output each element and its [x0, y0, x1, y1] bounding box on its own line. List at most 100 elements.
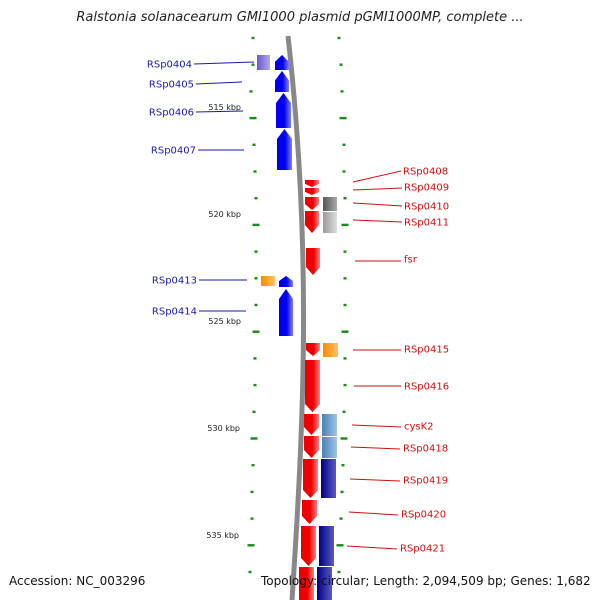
- scale-label: 520 kbp: [208, 210, 241, 219]
- minor-tick-right: [340, 490, 344, 494]
- major-tick-left: [250, 437, 258, 440]
- minor-tick-right: [341, 464, 345, 467]
- gene-rsp0409[interactable]: [305, 188, 319, 195]
- minor-tick-right: [343, 357, 347, 360]
- gene-continuation-red[interactable]: [299, 567, 314, 600]
- gene-label[interactable]: RSp0413: [152, 276, 197, 287]
- leader-line: [352, 187, 403, 191]
- gene-label[interactable]: cysK2: [404, 422, 434, 433]
- gene-label[interactable]: fsr: [404, 255, 418, 266]
- gene-rsp0415[interactable]: [306, 343, 320, 356]
- gene-label[interactable]: RSp0421: [400, 544, 445, 555]
- minor-tick-right: [340, 90, 344, 93]
- gene-rsp0414[interactable]: [279, 289, 293, 336]
- minor-tick-right: [343, 303, 347, 307]
- gene-label[interactable]: RSp0409: [404, 183, 449, 194]
- minor-tick-left: [254, 197, 258, 200]
- feature-continuation-navy[interactable]: [317, 567, 332, 600]
- gene-label[interactable]: RSp0415: [404, 345, 449, 356]
- leader-line: [352, 202, 403, 207]
- gene-label[interactable]: RSp0406: [149, 108, 194, 119]
- minor-tick-right: [337, 570, 341, 574]
- gene-label[interactable]: RSp0414: [152, 307, 197, 318]
- major-tick-left: [249, 116, 257, 120]
- feature-rsp0404-domain[interactable]: [257, 55, 270, 70]
- minor-tick-left: [254, 303, 258, 307]
- gene-features: [257, 55, 338, 600]
- gene-label[interactable]: RSp0420: [401, 510, 446, 521]
- minor-tick-left: [250, 490, 254, 494]
- minor-tick-right: [342, 170, 346, 173]
- leader-line: [346, 545, 398, 550]
- gene-rsp0420[interactable]: [302, 500, 317, 524]
- gene-label[interactable]: RSp0418: [403, 444, 448, 455]
- genome-summary: Topology: circular; Length: 2,094,509 bp…: [261, 574, 591, 588]
- gene-fsr[interactable]: [306, 248, 320, 275]
- major-tick-right: [340, 437, 348, 440]
- right-gene-labels: RSp0408 RSp0409 RSp0410 RSp0411 fsr RSp0415 RS…: [346, 167, 449, 555]
- gene-rsp0416[interactable]: [305, 360, 320, 412]
- gene-label[interactable]: RSp0407: [151, 146, 196, 157]
- minor-tick-right: [337, 36, 341, 40]
- leader-line: [193, 61, 255, 65]
- minor-tick-left: [252, 410, 256, 413]
- gene-rsp0419[interactable]: [303, 459, 318, 498]
- gene-label[interactable]: RSp0411: [404, 218, 449, 229]
- minor-tick-left: [249, 90, 253, 93]
- minor-tick-right: [343, 383, 347, 387]
- scale-label: 535 kbp: [206, 531, 239, 540]
- gene-label[interactable]: RSp0404: [147, 60, 192, 71]
- gene-label[interactable]: RSp0405: [149, 80, 194, 91]
- minor-tick-right: [339, 63, 343, 66]
- major-tick-left: [252, 223, 260, 227]
- major-tick-right: [339, 116, 347, 120]
- leader-line: [349, 478, 401, 482]
- feature-rsp0413-domain[interactable]: [261, 276, 275, 286]
- gene-rsp0413[interactable]: [279, 276, 293, 287]
- leader-line: [352, 170, 402, 183]
- minor-tick-right: [342, 410, 346, 413]
- gene-rsp0411[interactable]: [305, 211, 319, 233]
- minor-tick-left: [253, 357, 257, 360]
- major-tick-right: [336, 544, 344, 547]
- gene-label[interactable]: RSp0416: [404, 382, 449, 393]
- gene-rsp0407[interactable]: [277, 129, 292, 170]
- minor-tick-right: [342, 143, 346, 146]
- feature-rsp0415-domain[interactable]: [323, 343, 338, 357]
- major-tick-right: [341, 330, 349, 333]
- gene-rsp0421[interactable]: [301, 526, 316, 566]
- feature-cysK2-domain[interactable]: [322, 414, 337, 436]
- gene-label[interactable]: RSp0410: [404, 202, 449, 213]
- gene-rsp0408[interactable]: [305, 180, 319, 187]
- minor-tick-left: [248, 570, 252, 574]
- gene-cysK2[interactable]: [304, 414, 319, 435]
- major-tick-left: [247, 544, 255, 547]
- feature-rsp0419-domain[interactable]: [321, 459, 336, 498]
- gene-rsp0418[interactable]: [304, 436, 319, 458]
- minor-tick-left: [251, 464, 255, 467]
- map-title: Ralstonia solanacearum GMI1000 plasmid p…: [76, 10, 524, 25]
- minor-tick-left: [251, 63, 255, 66]
- minor-tick-left: [253, 383, 257, 387]
- gene-label[interactable]: RSp0408: [403, 167, 448, 178]
- leader-line: [351, 424, 402, 428]
- feature-rsp0410-domain[interactable]: [323, 197, 337, 211]
- gene-label[interactable]: RSp0419: [403, 476, 448, 487]
- major-tick-left: [252, 330, 260, 333]
- minor-tick-right: [343, 277, 347, 280]
- gene-rsp0406[interactable]: [276, 93, 291, 128]
- scale-label: 530 kbp: [207, 424, 240, 433]
- gene-rsp0404[interactable]: [275, 55, 289, 70]
- scale-label: 525 kbp: [208, 317, 241, 326]
- gene-rsp0405[interactable]: [275, 71, 289, 92]
- minor-tick-left: [254, 277, 258, 280]
- gene-rsp0410[interactable]: [305, 197, 319, 210]
- feature-rsp0421-domain[interactable]: [319, 526, 334, 566]
- minor-tick-left: [253, 170, 257, 173]
- scale-labels: 515 kbp 520 kbp 525 kbp 530 kbp 535 kbp: [206, 103, 241, 540]
- feature-rsp0411-domain[interactable]: [323, 212, 337, 233]
- minor-tick-right: [339, 517, 343, 520]
- minor-tick-right: [343, 197, 347, 200]
- feature-rsp0418-domain[interactable]: [322, 437, 337, 458]
